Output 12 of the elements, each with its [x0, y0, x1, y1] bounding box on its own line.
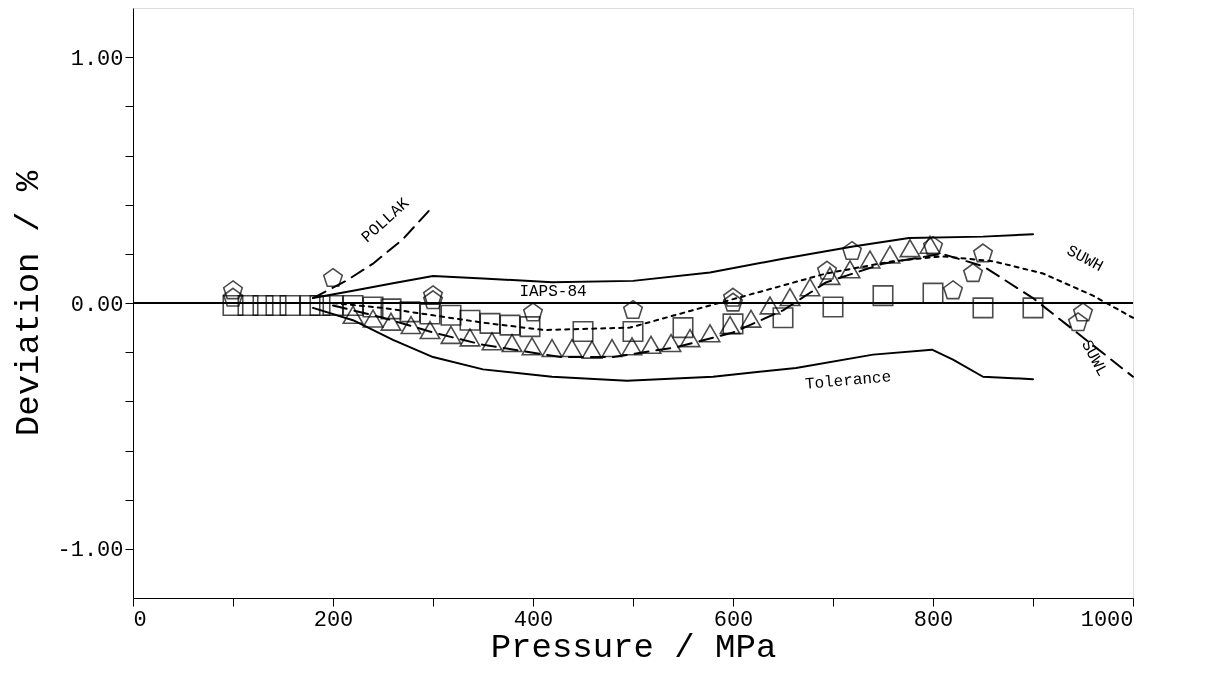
y-tick-label: 1.00: [70, 46, 124, 72]
x-tick-label: 200: [313, 607, 354, 633]
y-axis-title: Deviation / %: [10, 170, 49, 437]
y-tick-label: -1.00: [57, 538, 124, 564]
ref-line-label: IAPS-84: [519, 283, 587, 301]
annotation: SUWL: [1077, 337, 1112, 380]
x-tick-label: 1000: [1080, 607, 1134, 633]
y-tick-label: 0.00: [70, 292, 124, 318]
x-tick-label: 0: [133, 607, 147, 633]
annotation: SUWH: [1063, 241, 1106, 276]
annotation: Tolerance: [804, 368, 892, 394]
x-tick-label: 800: [913, 607, 954, 633]
